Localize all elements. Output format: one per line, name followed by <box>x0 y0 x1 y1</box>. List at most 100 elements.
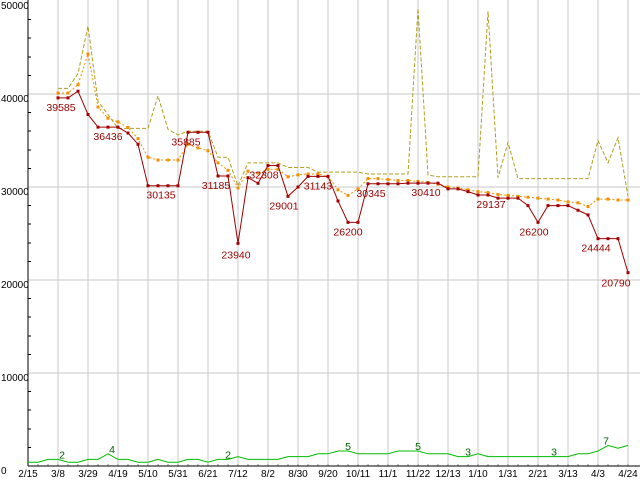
average-price-marker <box>116 120 120 124</box>
average-price-marker <box>546 197 550 201</box>
lowest-price-marker <box>166 184 170 188</box>
x-tick-label: 10/11 <box>346 469 371 480</box>
average-price-marker <box>626 198 630 202</box>
average-price-marker <box>356 187 360 191</box>
price-label: 30135 <box>146 190 175 202</box>
average-price-marker <box>556 198 560 202</box>
average-price-marker <box>446 185 450 189</box>
average-price-marker <box>266 167 270 171</box>
average-price-marker <box>216 161 220 165</box>
lowest-price-marker <box>106 125 110 129</box>
x-tick-label: 9/20 <box>318 469 338 480</box>
average-price-marker <box>96 105 100 109</box>
average-price-marker <box>296 173 300 177</box>
count-label: 2 <box>59 449 65 461</box>
price-label: 26200 <box>333 226 362 238</box>
lowest-price-marker <box>266 164 270 168</box>
count-label: 5 <box>345 441 351 453</box>
x-tick-label: 11/22 <box>406 469 431 480</box>
lowest-price-marker <box>296 185 300 189</box>
y-tick-label: 50000 <box>1 1 29 12</box>
x-tick-label: 8/30 <box>288 469 308 480</box>
average-price-marker <box>126 125 130 129</box>
x-tick-label: 8/2 <box>261 469 275 480</box>
average-price-marker <box>226 168 230 172</box>
lowest-price-marker <box>76 89 80 93</box>
lowest-price-marker <box>116 125 120 129</box>
average-price-marker <box>236 186 240 190</box>
x-tick-label: 5/31 <box>168 469 188 480</box>
x-tick-label: 2/15 <box>18 469 38 480</box>
price-label: 30410 <box>411 187 440 199</box>
average-price-marker <box>56 91 60 95</box>
lowest-price-marker <box>56 96 60 100</box>
count-label: 5 <box>415 441 421 453</box>
lowest-price-marker <box>216 174 220 178</box>
lowest-price-marker <box>186 130 190 134</box>
average-price-marker <box>586 205 590 209</box>
lowest-price-marker <box>256 181 260 185</box>
lowest-price-marker <box>566 204 570 208</box>
average-price-marker <box>86 52 90 56</box>
y-tick-label: 40000 <box>1 94 29 105</box>
lowest-price-marker <box>586 213 590 217</box>
x-tick-label: 5/10 <box>138 469 158 480</box>
lowest-price-marker <box>326 174 330 178</box>
count-label: 3 <box>465 447 471 459</box>
average-price-marker <box>276 167 280 171</box>
x-tick-label: 3/8 <box>51 469 65 480</box>
lowest-price-marker <box>606 237 610 241</box>
average-price-marker <box>496 192 500 196</box>
average-price-marker <box>386 178 390 182</box>
lowest-price-marker <box>396 182 400 186</box>
price-label: 39585 <box>46 102 75 114</box>
lowest-price-marker <box>486 193 490 197</box>
average-price-marker <box>286 175 290 179</box>
average-price-marker <box>406 178 410 182</box>
lowest-price-marker <box>536 220 540 224</box>
x-tick-label: 3/29 <box>78 469 98 480</box>
lowest-price-marker <box>156 184 160 188</box>
listing-count-line <box>28 444 629 463</box>
average-price-marker <box>136 137 140 141</box>
x-tick-label: 3/13 <box>558 469 578 480</box>
lowest-price-marker <box>376 182 380 186</box>
lowest-price-marker <box>496 196 500 200</box>
lowest-price-marker <box>276 164 280 168</box>
lowest-price-marker <box>526 204 530 208</box>
average-price-marker <box>466 188 470 192</box>
average-price-marker <box>576 201 580 205</box>
lowest-price-marker <box>336 199 340 203</box>
average-price-marker <box>536 196 540 200</box>
lowest-price-marker <box>366 182 370 186</box>
average-price-marker <box>256 171 260 175</box>
lowest-price-marker <box>66 96 70 100</box>
average-price-marker <box>376 177 380 181</box>
count-label: 2 <box>225 449 231 461</box>
average-price-marker <box>566 200 570 204</box>
x-tick-label: 7/12 <box>228 469 248 480</box>
x-tick-label: 6/21 <box>198 469 218 480</box>
average-price-marker <box>166 158 170 162</box>
lowest-price-marker <box>146 184 150 188</box>
x-tick-label: 4/19 <box>108 469 128 480</box>
count-label: 7 <box>603 435 609 447</box>
average-price-line <box>58 53 628 208</box>
average-price-marker <box>246 169 250 173</box>
lowest-price-marker <box>316 174 320 178</box>
lowest-price-marker <box>466 190 470 194</box>
average-price-marker <box>196 146 200 150</box>
price-label: 29137 <box>476 199 505 211</box>
lowest-price-marker <box>516 196 520 200</box>
average-price-marker <box>366 177 370 181</box>
average-price-marker <box>176 158 180 162</box>
price-label: 24444 <box>581 243 610 255</box>
y-tick-label: 30000 <box>1 187 29 198</box>
y-tick-label: 10000 <box>1 373 29 384</box>
x-tick-label: 2/21 <box>528 469 548 480</box>
average-price-marker <box>316 172 320 176</box>
average-price-marker <box>306 172 310 176</box>
lowest-price-marker <box>596 237 600 241</box>
x-tick-label: 1/10 <box>468 469 488 480</box>
average-price-marker <box>146 155 150 159</box>
